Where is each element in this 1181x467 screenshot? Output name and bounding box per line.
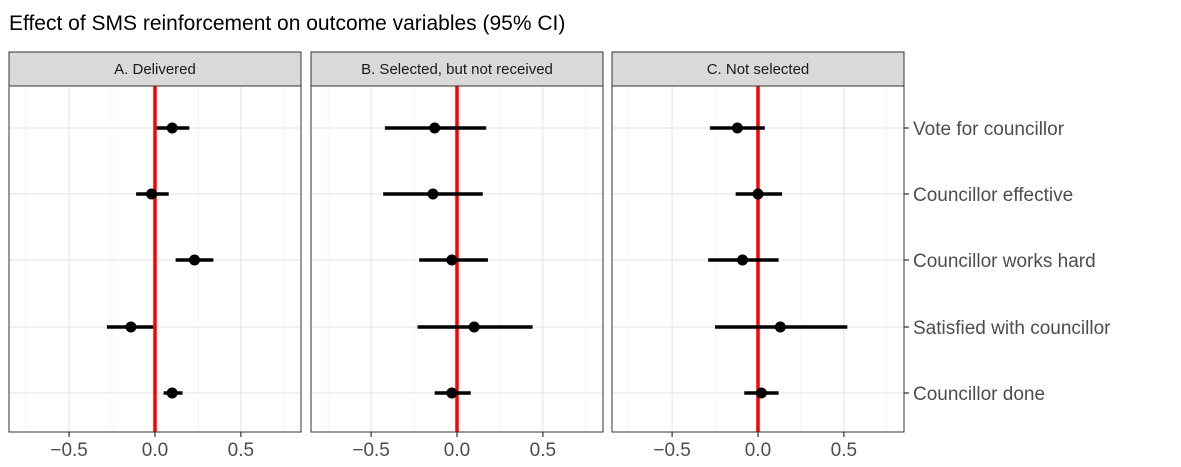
estimate-point bbox=[774, 321, 786, 333]
estimate-point bbox=[755, 387, 767, 399]
x-tick-label: −0.5 bbox=[653, 440, 691, 461]
estimate-point bbox=[189, 254, 201, 266]
x-tick-label: 0.5 bbox=[831, 440, 857, 461]
y-tick-label: Councillor done bbox=[913, 384, 1045, 405]
strip-label: B. Selected, but not received bbox=[361, 61, 553, 78]
x-tick-label: 0.5 bbox=[530, 440, 556, 461]
y-tick-label: Vote for councillor bbox=[913, 119, 1065, 140]
strip-background bbox=[8, 51, 302, 87]
estimate-point bbox=[446, 254, 458, 266]
chart-title: Effect of SMS reinforcement on outcome v… bbox=[9, 12, 566, 35]
x-tick-label: 0.0 bbox=[142, 440, 168, 461]
y-tick-label: Councillor effective bbox=[913, 185, 1073, 206]
strip-label: A. Delivered bbox=[114, 61, 196, 78]
y-tick-label: Satisfied with councillor bbox=[913, 318, 1111, 339]
strip-label: C. Not selected bbox=[707, 61, 810, 78]
x-tick-label: −0.5 bbox=[352, 440, 390, 461]
estimate-point bbox=[125, 321, 137, 333]
estimate-point bbox=[468, 321, 480, 333]
strip-background bbox=[310, 51, 604, 87]
x-tick-label: 0.0 bbox=[745, 440, 771, 461]
x-tick-label: 0.5 bbox=[228, 440, 254, 461]
estimate-point bbox=[731, 122, 743, 134]
panel-c-not-selected: C. Not selected −0.5 0.0 0.5 bbox=[611, 51, 905, 461]
estimate-point bbox=[146, 188, 158, 200]
estimate-point bbox=[166, 387, 178, 399]
panel-a-delivered: A. Delivered −0.5 0.0 0.5 bbox=[8, 51, 302, 461]
estimate-point bbox=[752, 188, 764, 200]
x-tick-label: −0.5 bbox=[50, 440, 88, 461]
estimate-point bbox=[446, 387, 458, 399]
estimate-point bbox=[166, 122, 178, 134]
x-tick-label: 0.0 bbox=[444, 440, 470, 461]
y-tick-label: Councillor works hard bbox=[913, 251, 1096, 272]
estimate-point bbox=[429, 122, 441, 134]
panel-b-selected-but-not-received: B. Selected, but not received −0.5 0.0 0.5 bbox=[310, 51, 604, 461]
strip-background bbox=[611, 51, 905, 87]
estimate-point bbox=[427, 188, 439, 200]
estimate-point bbox=[737, 254, 749, 266]
